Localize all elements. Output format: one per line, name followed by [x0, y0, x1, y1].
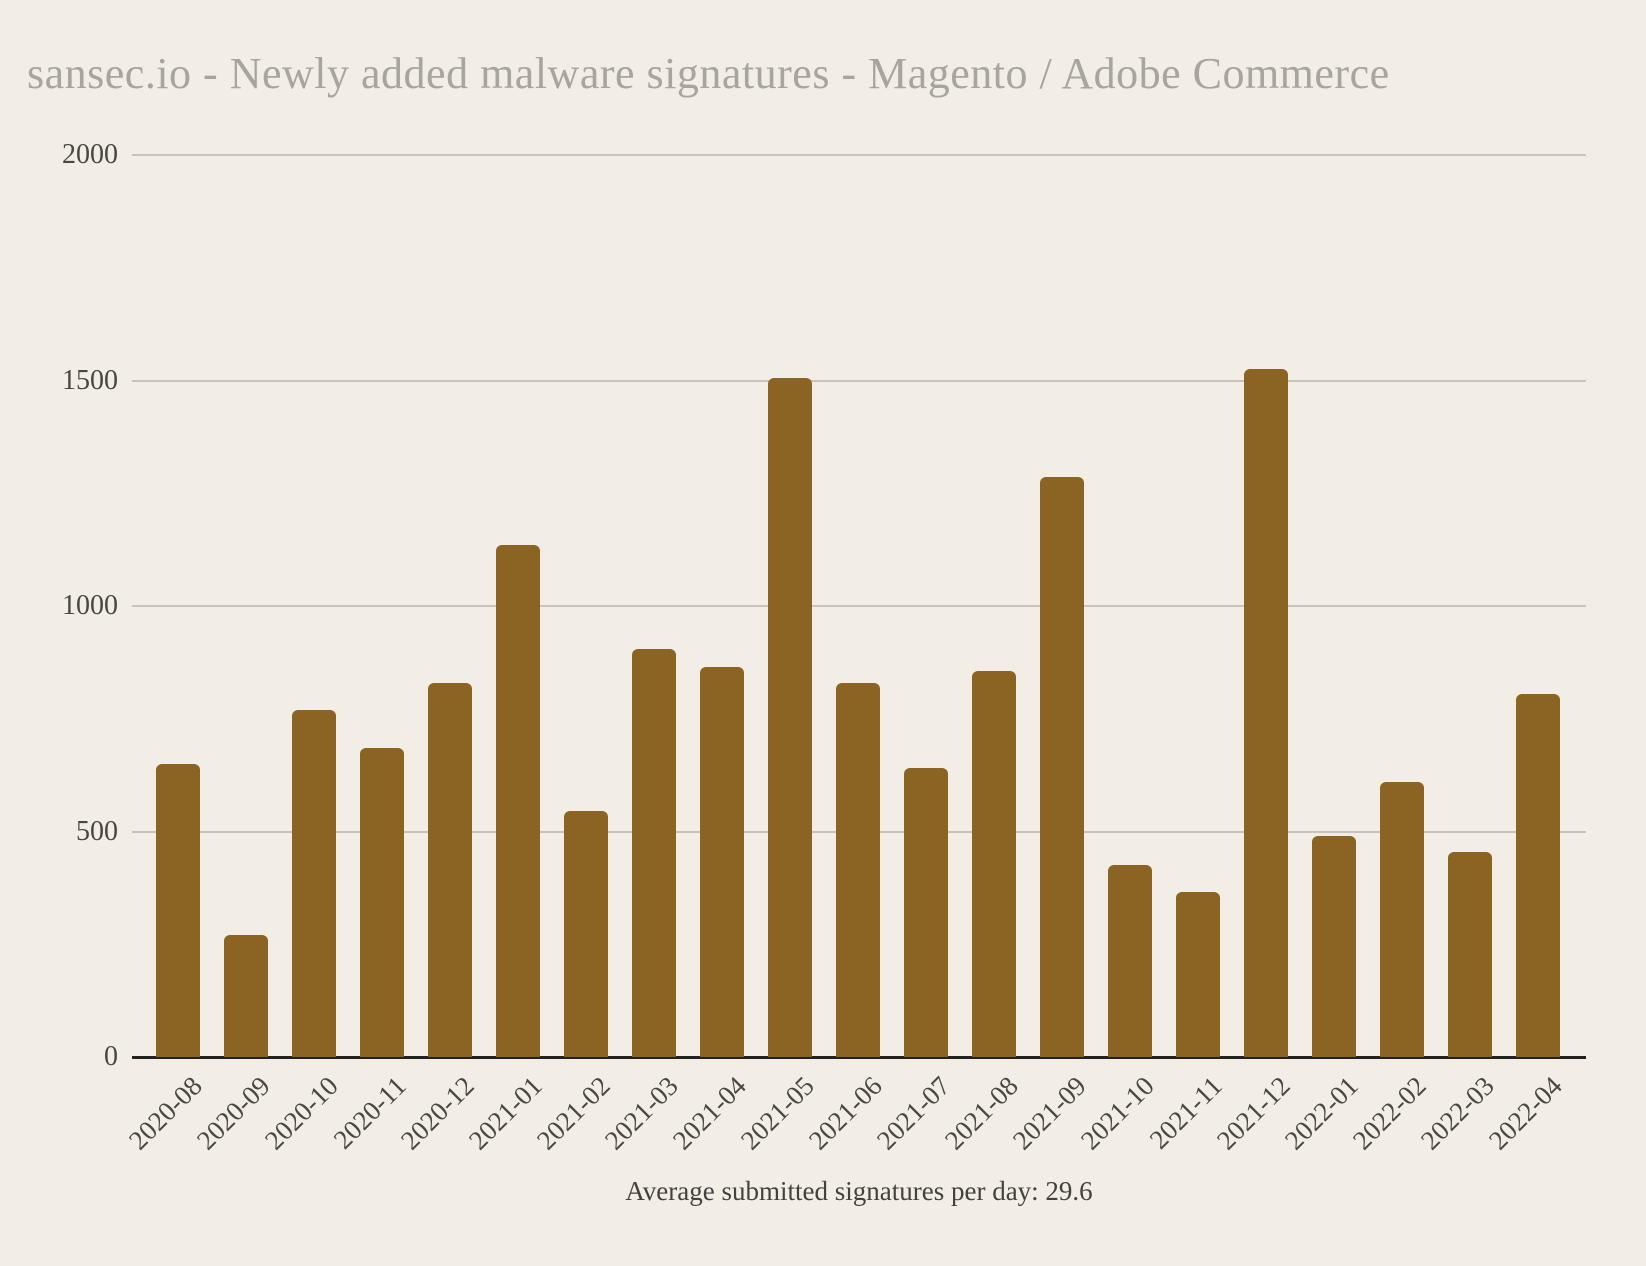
y-tick-label-2000: 2000 [62, 139, 118, 170]
bar-2022-04 [1516, 694, 1560, 1057]
bar-2021-06 [836, 683, 880, 1057]
bar-2021-02 [564, 811, 608, 1057]
x-tick-label-2021-05: 2021-05 [734, 1070, 820, 1156]
x-tick-label-2020-11: 2020-11 [327, 1070, 412, 1155]
x-tick-label-2022-02: 2022-02 [1346, 1070, 1432, 1156]
x-tick-label-2020-08: 2020-08 [122, 1070, 208, 1156]
x-tick-label-2020-12: 2020-12 [394, 1070, 480, 1156]
x-axis-line [132, 1056, 1586, 1059]
x-tick-label-2022-01: 2022-01 [1278, 1070, 1364, 1156]
x-tick-label-2021-03: 2021-03 [598, 1070, 684, 1156]
bar-2022-03 [1448, 852, 1492, 1057]
bar-2021-12 [1244, 369, 1288, 1057]
bar-2021-05 [768, 378, 812, 1057]
y-tick-label-0: 0 [104, 1041, 118, 1072]
x-tick-label-2021-01: 2021-01 [462, 1070, 548, 1156]
chart-caption: Average submitted signatures per day: 29… [625, 1176, 1093, 1206]
chart-title: sansec.io - Newly added malware signatur… [27, 49, 1390, 98]
bar-2021-07 [904, 768, 948, 1057]
x-tick-label-2021-02: 2021-02 [530, 1070, 616, 1156]
gridline-1500 [132, 380, 1586, 382]
bar-2020-09 [224, 935, 268, 1057]
x-tick-label-2022-03: 2022-03 [1414, 1070, 1500, 1156]
bar-2021-03 [632, 649, 676, 1057]
x-tick-label-2021-12: 2021-12 [1210, 1070, 1296, 1156]
bar-2021-09 [1040, 477, 1084, 1057]
bar-2020-11 [360, 748, 404, 1057]
x-tick-label-2021-06: 2021-06 [802, 1070, 888, 1156]
x-tick-label-2022-04: 2022-04 [1482, 1070, 1568, 1156]
gridline-1000 [132, 605, 1586, 607]
x-tick-label-2021-10: 2021-10 [1074, 1070, 1160, 1156]
bar-2021-08 [972, 671, 1016, 1057]
bar-2021-11 [1176, 892, 1220, 1057]
x-tick-label-2021-08: 2021-08 [938, 1070, 1024, 1156]
y-tick-label-500: 500 [76, 816, 118, 847]
x-tick-label-2020-10: 2020-10 [258, 1070, 344, 1156]
plot-area [132, 154, 1586, 1059]
bar-2020-08 [156, 764, 200, 1057]
y-tick-label-1000: 1000 [62, 590, 118, 621]
bar-2022-02 [1380, 782, 1424, 1057]
bar-2020-10 [292, 710, 336, 1057]
bar-2020-12 [428, 683, 472, 1057]
bar-2022-01 [1312, 836, 1356, 1057]
bar-2021-10 [1108, 865, 1152, 1057]
bar-2021-01 [496, 545, 540, 1057]
x-tick-label-2021-07: 2021-07 [870, 1070, 956, 1156]
x-tick-label-2021-04: 2021-04 [666, 1070, 752, 1156]
y-tick-label-1500: 1500 [62, 365, 118, 396]
bar-2021-04 [700, 667, 744, 1057]
gridline-2000 [132, 154, 1586, 156]
x-tick-label-2021-09: 2021-09 [1006, 1070, 1092, 1156]
x-tick-label-2020-09: 2020-09 [190, 1070, 276, 1156]
x-tick-label-2021-11: 2021-11 [1143, 1070, 1228, 1155]
